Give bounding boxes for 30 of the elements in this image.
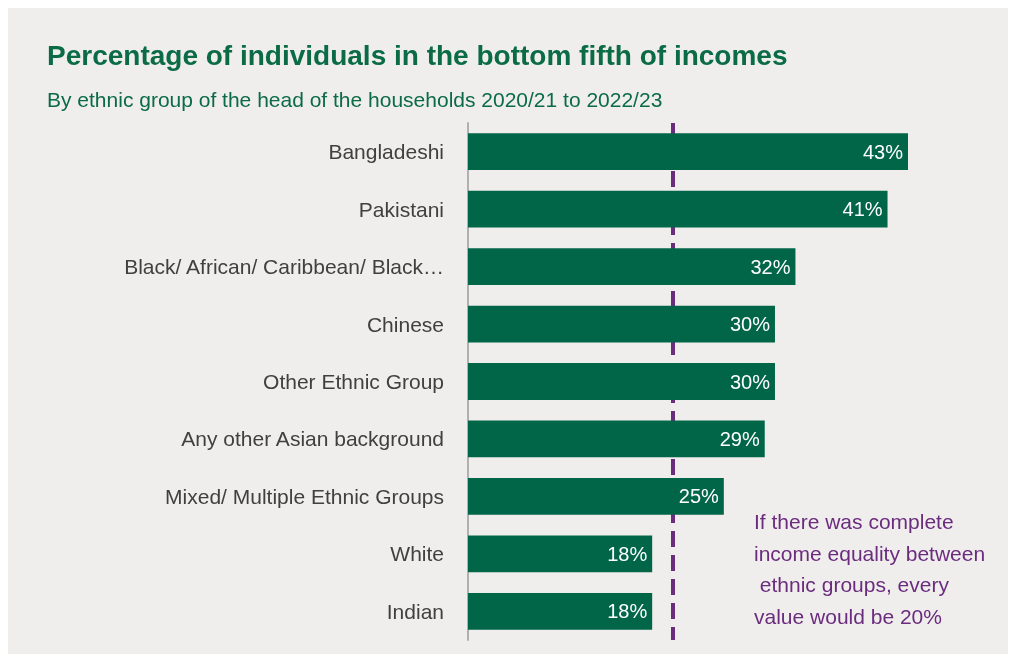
bar <box>468 248 796 285</box>
data-label: 30% <box>729 370 771 393</box>
data-label: 18% <box>607 542 648 565</box>
data-label: 25% <box>678 485 720 508</box>
y-tick-label: Bangladeshi <box>328 140 444 164</box>
y-tick-label: Black/ African/ Caribbean/ Black… <box>124 255 444 279</box>
bar <box>468 305 775 343</box>
y-tick-label: Pakistani <box>358 197 444 221</box>
data-label: 32% <box>750 255 791 278</box>
chart-subtitle: By ethnic group of the head of the households 2020/21 to 2022/23 <box>47 88 663 111</box>
ref-line-label: If there was complete income equality between ethnic groups, every value would be 20% <box>754 510 986 628</box>
y-tick-label: Chinese <box>366 312 444 336</box>
bar <box>468 478 724 515</box>
bar <box>468 133 908 171</box>
y-tick-label: Indian <box>386 599 444 623</box>
bar <box>468 363 775 400</box>
bar <box>468 535 653 573</box>
y-tick-label: Other Ethnic Group <box>263 370 444 393</box>
bar <box>468 190 888 228</box>
data-label: 29% <box>719 427 760 450</box>
y-tick-label: Mixed/ Multiple Ethnic Groups <box>165 484 444 508</box>
bar <box>468 420 765 458</box>
y-tick-label: White <box>390 542 444 566</box>
data-label: 41% <box>842 198 883 221</box>
data-label: 18% <box>607 600 648 623</box>
data-label: 43% <box>862 140 904 163</box>
y-tick-label: Any other Asian background <box>181 427 444 451</box>
data-label: 30% <box>729 313 771 336</box>
bar <box>468 592 653 630</box>
chart-title: Percentage of individuals in the bottom fifth of incomes <box>47 39 788 71</box>
